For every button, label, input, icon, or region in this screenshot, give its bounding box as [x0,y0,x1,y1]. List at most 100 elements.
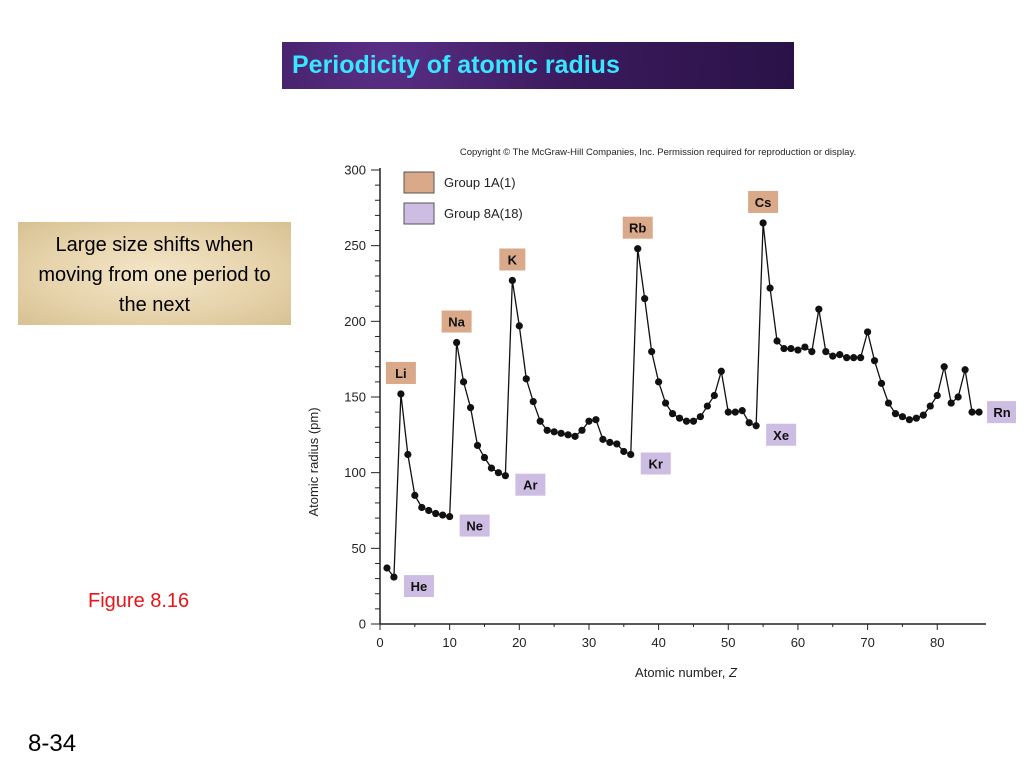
legend-label: Group 1A(1) [444,175,516,190]
element-label-box [499,248,526,271]
element-label-text: Na [448,315,465,330]
slide-title: Periodicity of atomic radius [292,51,620,79]
data-point [599,435,607,443]
data-point [564,431,572,439]
data-point [731,408,739,416]
data-point [926,402,934,410]
data-point [508,276,516,285]
element-label-text: Ne [466,519,483,534]
element-label-text: Kr [649,457,663,472]
data-point [627,450,635,459]
y-tick-label: 50 [352,541,366,556]
element-label-box [766,423,797,446]
x-tick-label: 80 [930,635,944,650]
element-label-text: Xe [773,428,789,443]
element-label-box [987,401,1016,424]
legend: Group 1A(1) Group 8A(18) [403,171,523,225]
x-tick-label: 50 [721,635,735,650]
data-point [940,363,948,371]
data-point [425,506,433,515]
element-label-box [748,190,779,213]
data-point [543,426,551,434]
data-point [592,416,600,424]
data-point [912,414,920,422]
data-point [529,397,537,406]
data-point [432,509,440,518]
legend-swatch [403,171,435,194]
data-point [815,305,823,313]
data-point [480,453,489,462]
x-tick-label: 10 [442,635,456,650]
data-point [668,410,677,418]
data-point [752,422,760,430]
data-point [933,391,941,400]
data-point [787,344,795,353]
data-point [870,357,879,365]
x-tick-label: 60 [791,635,805,650]
data-point [466,403,475,412]
element-label-box [640,452,671,475]
data-point [780,344,788,353]
data-point [898,413,907,421]
data-point [557,429,565,437]
element-label-text: Cs [755,195,772,210]
data-point [822,348,830,356]
data-point [522,375,530,383]
data-point [947,399,955,407]
data-point [717,367,725,375]
data-point [578,426,586,434]
data-point [613,440,621,448]
data-point [703,402,711,410]
element-label-rn: Rn [987,401,1016,424]
y-axis-label: Atomic radius (pm) [306,407,321,516]
data-point [397,390,405,398]
data-point [905,416,913,424]
element-label-text: K [508,252,518,267]
data-point [536,417,544,425]
data-point [606,438,614,446]
data-point [745,419,753,427]
x-tick-label: 30 [582,635,596,650]
data-point [411,491,419,499]
element-label-text: Rn [993,405,1010,420]
data-point [501,472,509,480]
element-label-ne: Ne [459,514,490,537]
note-text: Large size shifts when moving from one p… [38,234,271,316]
element-label-box [385,361,416,384]
data-point [634,245,642,253]
x-tick-label: 70 [860,635,874,650]
data-point [766,284,774,292]
element-label-text: Ar [523,478,537,493]
data-point [710,391,718,400]
element-label-xe: Xe [766,423,797,446]
element-label-text: Li [395,366,407,381]
data-point [620,447,628,456]
data-point [877,379,886,387]
data-point [968,408,976,416]
x-tick-label: 0 [376,635,383,650]
data-point [829,352,837,360]
element-label-rb: Rb [622,216,653,239]
element-label-box [622,216,653,239]
data-point [891,410,900,418]
element-label-li: Li [385,361,416,384]
data-point [494,469,503,477]
y-tick-label: 0 [359,617,366,632]
data-point [773,337,781,345]
data-point [801,343,809,351]
data-point [863,328,872,336]
data-point [954,393,962,401]
data-point [738,407,746,415]
copyright-notice: Copyright © The McGraw-Hill Companies, I… [460,147,856,158]
data-point [689,417,698,425]
x-axis-label: Atomic number, Z [635,665,738,680]
atomic-radius-chart: Copyright © The McGraw-Hill Companies, I… [306,147,1016,680]
data-point [585,417,593,425]
y-tick-label: 150 [344,390,366,405]
legend-label: Group 8A(18) [444,206,523,221]
y-tick-label: 200 [344,314,366,329]
x-tick-label: 20 [512,635,526,650]
data-point [383,564,391,572]
data-point [857,354,865,362]
data-point [515,322,523,330]
